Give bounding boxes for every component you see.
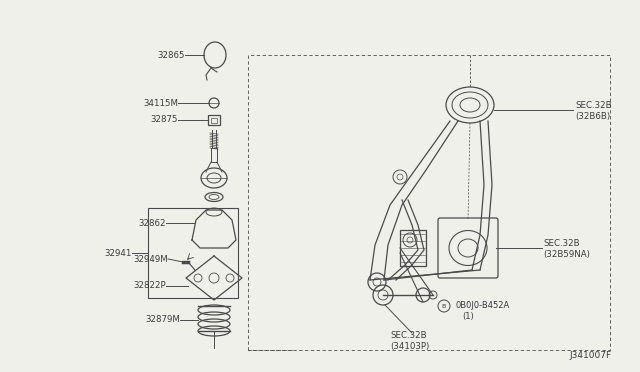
Text: 32822P: 32822P: [133, 282, 166, 291]
Text: J341007F: J341007F: [570, 351, 612, 360]
Text: (32B6B): (32B6B): [575, 112, 610, 121]
Text: 32862: 32862: [138, 218, 166, 228]
Bar: [148, 208, 238, 298]
Bar: [208, 115, 220, 125]
Text: B: B: [442, 304, 446, 308]
Text: SEC.32B: SEC.32B: [543, 238, 580, 247]
Text: (1): (1): [462, 312, 474, 321]
Text: 0B0J0-B452A: 0B0J0-B452A: [456, 301, 510, 311]
Text: 32879M: 32879M: [145, 315, 180, 324]
Text: SEC.32B: SEC.32B: [575, 100, 612, 109]
Bar: [211, 118, 217, 122]
Text: 32865: 32865: [157, 51, 185, 60]
Text: 32875: 32875: [150, 115, 178, 125]
Text: (34103P): (34103P): [390, 341, 429, 350]
Text: 32949M: 32949M: [133, 254, 168, 263]
Text: (32B59NA): (32B59NA): [543, 250, 590, 259]
Bar: [400, 230, 426, 266]
Text: SEC.32B: SEC.32B: [390, 330, 427, 340]
Text: 34115M: 34115M: [143, 99, 178, 108]
Text: 32941: 32941: [104, 248, 132, 257]
